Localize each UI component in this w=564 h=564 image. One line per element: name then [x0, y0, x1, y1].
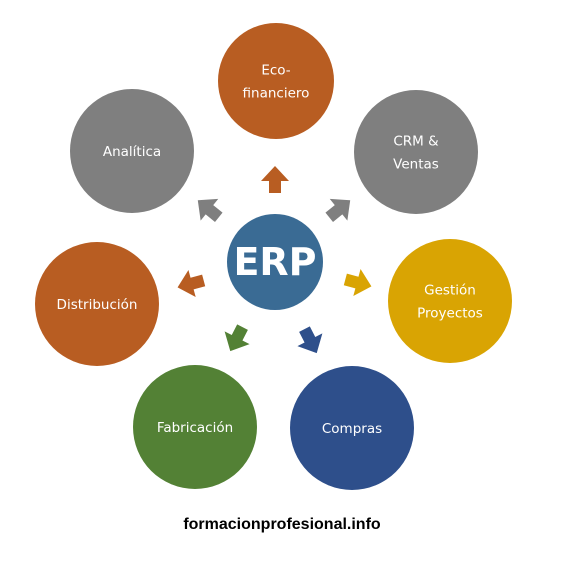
- arrow-to-crm-ventas: [325, 198, 351, 222]
- node-gestion-proyectos: Gestión Proyectos: [388, 239, 512, 363]
- node-label-gestion-proyectos: Proyectos: [417, 306, 483, 322]
- node-label-fabricacion: Fabricación: [157, 420, 233, 436]
- node-distribucion: Distribución: [35, 242, 159, 366]
- node-label-compras: Compras: [322, 421, 382, 437]
- footer-site-name: formacionprofesional.info: [183, 516, 381, 533]
- node-label-eco-financiero: Eco-: [261, 63, 290, 79]
- node-label-analitica: Analítica: [103, 144, 161, 160]
- arrow-to-distribucion: [177, 269, 206, 298]
- node-eco-financiero: Eco-financiero: [218, 23, 334, 139]
- erp-diagram: ERP Eco-financiero CRM & Ventas Gestión Proye…: [35, 23, 512, 490]
- arrow-to-eco-financiero: [261, 166, 289, 193]
- node-crm-ventas: CRM & Ventas: [354, 90, 478, 214]
- node-label-crm-ventas: Ventas: [393, 157, 439, 173]
- arrow-to-analitica: [197, 198, 223, 222]
- node-label-eco-financiero: financiero: [243, 86, 310, 102]
- node-analitica: Analítica: [70, 89, 194, 213]
- node-label-distribucion: Distribución: [57, 297, 138, 313]
- node-compras: Compras: [290, 366, 414, 490]
- arrow-to-gestion-proyectos: [343, 268, 372, 297]
- center-node-erp: ERP: [227, 214, 323, 310]
- node-fabricacion: Fabricación: [133, 365, 257, 489]
- node-label-gestion-proyectos: Gestión: [424, 283, 476, 299]
- arrow-to-compras: [297, 326, 323, 354]
- arrow-to-fabricacion: [224, 324, 250, 352]
- node-label-crm-ventas: CRM &: [393, 134, 439, 150]
- center-label: ERP: [233, 240, 316, 284]
